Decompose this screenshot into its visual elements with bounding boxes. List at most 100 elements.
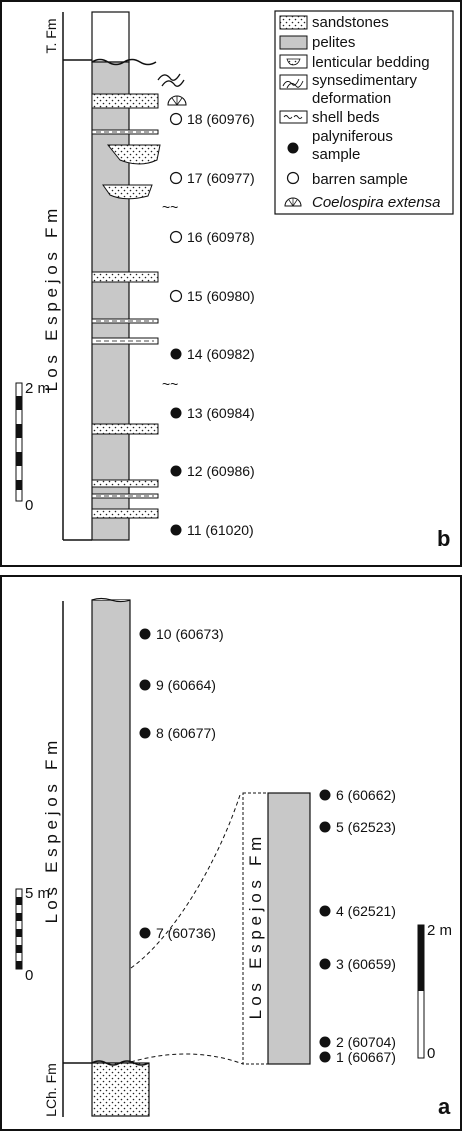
sample-label: 12 (60986) — [187, 463, 255, 479]
legend-lenticular-label: lenticular bedding — [312, 54, 430, 71]
palyniferous-sample-dot — [319, 1036, 331, 1048]
panel-b-frame — [0, 0, 462, 567]
formation-main-label: L o s E s p e j o s F m — [42, 209, 61, 392]
sample-label: 2 (60704) — [336, 1034, 396, 1050]
legend-barren-dot-icon — [286, 171, 300, 185]
legend-coelospira-icon — [284, 197, 302, 207]
sandstone-bed — [91, 271, 159, 283]
legend-sandstone-swatch — [279, 15, 308, 30]
inset-pelite-column — [267, 792, 311, 1065]
barren-sample-dot — [169, 289, 183, 303]
legend-deformation-label: deformation — [312, 90, 391, 107]
sample-label: 11 (61020) — [187, 522, 254, 538]
unconformity-line — [91, 58, 157, 66]
legend: sandstones pelites lenticular bedding sy… — [274, 10, 454, 215]
palyniferous-sample-dot — [319, 958, 331, 970]
legend-palyniferous-label: palyniferous — [312, 128, 393, 145]
scale-bar-2m: 2 m 0 — [417, 922, 452, 1062]
scale-bar-zero: 0 — [427, 1045, 435, 1062]
pelite-column — [91, 61, 130, 541]
panel-a-letter: a — [438, 1094, 451, 1119]
inset-formation-label: L o s E s p e j o s F m — [246, 837, 265, 1020]
palyniferous-sample-dot — [319, 1051, 331, 1063]
palyniferous-sample-dot — [139, 628, 151, 640]
sample-label: 17 (60977) — [187, 170, 255, 186]
lenticular-bed — [102, 184, 153, 200]
legend-palyniferous-dot-icon — [287, 142, 299, 154]
sample-label: 18 (60976) — [187, 111, 255, 127]
sample-label: 7 (60736) — [156, 925, 216, 941]
sandstone-bed — [91, 93, 159, 109]
panel-a-frame — [0, 575, 462, 1131]
shell-bed-marker: ~~ — [162, 199, 178, 215]
sample-label: 4 (62521) — [336, 903, 396, 919]
panel-b-letter: b — [437, 526, 450, 551]
legend-lenticular-swatch — [279, 54, 308, 69]
panel-a-main-samples: 10 (60673) 9 (60664) 8 (60677) 7 (60736) — [139, 626, 224, 941]
unconformity-line — [91, 1060, 150, 1066]
scale-bar-label: 5 m — [25, 885, 50, 902]
sandstone-bed — [91, 508, 159, 519]
sandstone-base-unit — [91, 1062, 150, 1117]
scale-bar-2m: 2 m 0 — [15, 380, 50, 514]
scale-bar-zero: 0 — [25, 497, 33, 514]
shell-bed — [91, 337, 159, 345]
panel-b-samples: 18 (60976) 17 (60977) 16 (60978) 15 (60980)… — [169, 111, 255, 538]
scale-bar-zero: 0 — [25, 967, 33, 984]
palyniferous-sample-dot — [319, 905, 331, 917]
sample-label: 15 (60980) — [187, 288, 255, 304]
legend-barren-label: barren sample — [312, 171, 408, 188]
sandstone-bed — [91, 423, 159, 435]
barren-sample-dot — [169, 230, 183, 244]
shell-bed — [91, 129, 159, 135]
synsedimentary-deformation-symbol — [157, 73, 185, 87]
palyniferous-sample-dot — [170, 407, 182, 419]
legend-pelite-swatch — [279, 35, 308, 50]
column-top-break — [91, 597, 131, 603]
sample-label: 9 (60664) — [156, 677, 216, 693]
pelite-column — [91, 599, 131, 1064]
coelospira-symbol — [167, 95, 187, 106]
formation-main-label: L o s E s p e j o s F m — [42, 741, 61, 924]
sample-label: 5 (62523) — [336, 819, 396, 835]
legend-synsedimentary-label: synsedimentary — [312, 72, 418, 89]
panel-a-inset-samples: 6 (60662) 5 (62523) 4 (62521) 3 (60659) 2 (6… — [319, 787, 396, 1065]
legend-shell-label: shell beds — [312, 109, 380, 126]
column-top-unit — [91, 11, 130, 63]
formation-base-label: LCh. Fm — [43, 1063, 59, 1117]
scale-bar-label: 2 m — [427, 922, 452, 939]
legend-shell-swatch — [279, 110, 308, 124]
sample-label: 1 (60667) — [336, 1049, 396, 1065]
shell-bed — [91, 318, 159, 324]
correlation-line — [130, 794, 241, 969]
barren-sample-dot — [169, 112, 183, 126]
panel-b: T. Fm L o s E s p e j o s F m — [0, 0, 462, 567]
palyniferous-sample-dot — [319, 789, 331, 801]
shell-bed — [91, 493, 159, 499]
shell-bed-marker: ~~ — [162, 376, 178, 392]
sample-label: 10 (60673) — [156, 626, 224, 642]
sandstone-bed — [91, 479, 159, 488]
palyniferous-sample-dot — [139, 679, 151, 691]
legend-palyniferous-label-2: sample — [312, 146, 360, 163]
sample-label: 6 (60662) — [336, 787, 396, 803]
legend-pelites-label: pelites — [312, 34, 355, 51]
scale-bar-5m: 5 m 0 — [15, 885, 50, 984]
barren-sample-dot — [169, 171, 183, 185]
palyniferous-sample-dot — [170, 465, 182, 477]
scale-bar-label: 2 m — [25, 380, 50, 397]
sample-label: 3 (60659) — [336, 956, 396, 972]
palyniferous-sample-dot — [139, 727, 151, 739]
palyniferous-sample-dot — [170, 348, 182, 360]
sample-label: 13 (60984) — [187, 405, 255, 421]
palyniferous-sample-dot — [139, 927, 151, 939]
palyniferous-sample-dot — [319, 821, 331, 833]
legend-sandstones-label: sandstones — [312, 14, 389, 31]
legend-synsedimentary-swatch — [279, 74, 308, 90]
palyniferous-sample-dot — [170, 524, 182, 536]
panel-a: L o s E s p e j o s F m LCh. Fm L o s E … — [0, 575, 462, 1131]
sample-label: 14 (60982) — [187, 346, 255, 362]
sample-label: 16 (60978) — [187, 229, 255, 245]
lenticular-bed — [106, 144, 161, 165]
